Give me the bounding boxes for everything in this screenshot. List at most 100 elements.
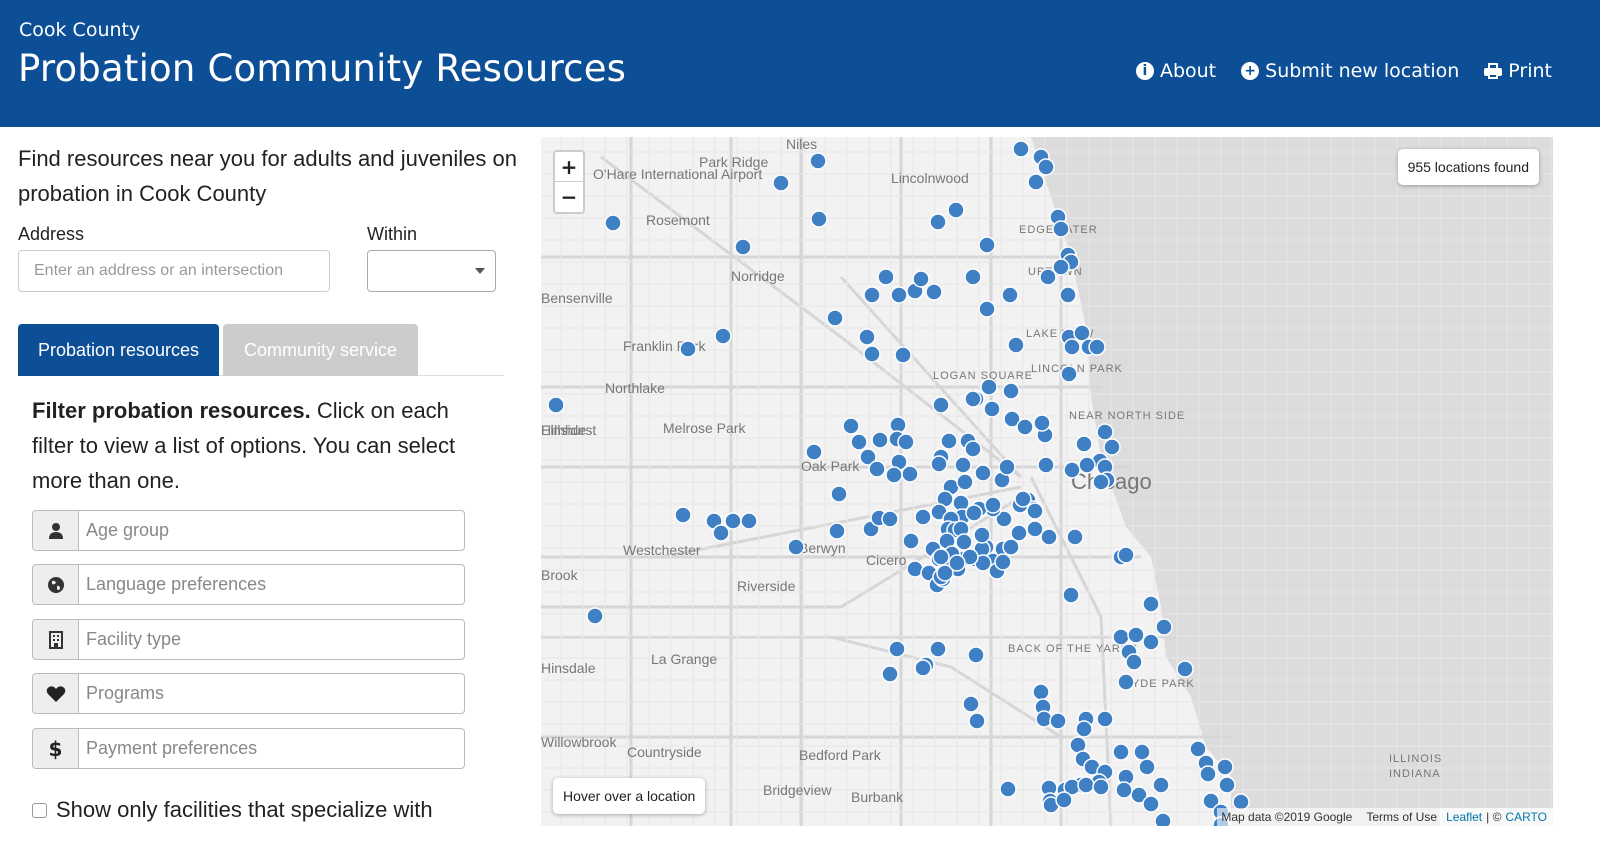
location-marker[interactable] bbox=[724, 512, 742, 530]
location-marker[interactable] bbox=[980, 378, 998, 396]
location-marker[interactable] bbox=[881, 665, 899, 683]
location-marker[interactable] bbox=[940, 432, 958, 450]
location-marker[interactable] bbox=[810, 210, 828, 228]
location-marker[interactable] bbox=[1125, 653, 1143, 671]
location-marker[interactable] bbox=[999, 780, 1017, 798]
location-marker[interactable] bbox=[948, 554, 966, 572]
location-marker[interactable] bbox=[842, 417, 860, 435]
location-marker[interactable] bbox=[1115, 781, 1133, 799]
location-marker[interactable] bbox=[962, 695, 980, 713]
location-marker[interactable] bbox=[1055, 791, 1073, 809]
terms-link[interactable]: Terms of Use bbox=[1366, 810, 1437, 824]
location-marker[interactable] bbox=[978, 300, 996, 318]
location-marker[interactable] bbox=[1063, 338, 1081, 356]
location-marker[interactable] bbox=[1063, 461, 1081, 479]
programs-filter[interactable]: Programs bbox=[32, 673, 465, 714]
location-marker[interactable] bbox=[1027, 173, 1045, 191]
location-marker[interactable] bbox=[1032, 683, 1050, 701]
location-marker[interactable] bbox=[885, 466, 903, 484]
location-marker[interactable] bbox=[974, 464, 992, 482]
location-marker[interactable] bbox=[1059, 286, 1077, 304]
location-marker[interactable] bbox=[1142, 795, 1160, 813]
zoom-out-button[interactable]: − bbox=[560, 185, 578, 209]
location-marker[interactable] bbox=[1001, 286, 1019, 304]
location-marker[interactable] bbox=[1073, 324, 1091, 342]
location-marker[interactable] bbox=[1154, 812, 1172, 826]
location-marker[interactable] bbox=[968, 712, 986, 730]
within-select[interactable] bbox=[367, 250, 496, 292]
location-marker[interactable] bbox=[1075, 435, 1093, 453]
location-marker[interactable] bbox=[1142, 595, 1160, 613]
location-marker[interactable] bbox=[714, 327, 732, 345]
location-marker[interactable] bbox=[902, 532, 920, 550]
location-marker[interactable] bbox=[787, 538, 805, 556]
location-marker[interactable] bbox=[1112, 628, 1130, 646]
location-marker[interactable] bbox=[871, 431, 889, 449]
location-marker[interactable] bbox=[858, 328, 876, 346]
location-marker[interactable] bbox=[850, 433, 868, 451]
location-marker[interactable] bbox=[929, 640, 947, 658]
location-marker[interactable] bbox=[932, 396, 950, 414]
payment-filter[interactable]: $ Payment preferences bbox=[32, 728, 465, 769]
tab-probation-resources[interactable]: Probation resources bbox=[18, 324, 219, 376]
location-marker[interactable] bbox=[912, 270, 930, 288]
location-marker[interactable] bbox=[604, 214, 622, 232]
age-group-filter[interactable]: Age group bbox=[32, 510, 465, 551]
location-marker[interactable] bbox=[826, 309, 844, 327]
location-marker[interactable] bbox=[965, 504, 983, 522]
location-marker[interactable] bbox=[932, 548, 950, 566]
location-marker[interactable] bbox=[1014, 490, 1032, 508]
location-marker[interactable] bbox=[1092, 473, 1110, 491]
location-marker[interactable] bbox=[674, 506, 692, 524]
location-markers[interactable] bbox=[547, 140, 1250, 826]
location-marker[interactable] bbox=[897, 433, 915, 451]
location-marker[interactable] bbox=[868, 460, 886, 478]
location-marker[interactable] bbox=[1117, 673, 1135, 691]
location-marker[interactable] bbox=[914, 508, 932, 526]
location-marker[interactable] bbox=[925, 283, 943, 301]
location-marker[interactable] bbox=[830, 485, 848, 503]
location-marker[interactable] bbox=[1010, 524, 1028, 542]
location-marker[interactable] bbox=[1037, 158, 1055, 176]
location-marker[interactable] bbox=[734, 238, 752, 256]
facility-type-filter[interactable]: Facility type bbox=[32, 619, 465, 660]
location-marker[interactable] bbox=[1138, 758, 1156, 776]
location-marker[interactable] bbox=[1078, 456, 1096, 474]
location-marker[interactable] bbox=[1142, 633, 1160, 651]
location-marker[interactable] bbox=[1033, 414, 1051, 432]
location-marker[interactable] bbox=[1202, 792, 1220, 810]
location-marker[interactable] bbox=[805, 443, 823, 461]
location-marker[interactable] bbox=[1037, 456, 1055, 474]
location-marker[interactable] bbox=[984, 496, 1002, 514]
location-marker[interactable] bbox=[995, 510, 1013, 528]
location-marker[interactable] bbox=[1218, 776, 1236, 794]
location-marker[interactable] bbox=[863, 286, 881, 304]
location-marker[interactable] bbox=[901, 465, 919, 483]
location-marker[interactable] bbox=[983, 400, 1001, 418]
location-marker[interactable] bbox=[1052, 220, 1070, 238]
location-marker[interactable] bbox=[964, 390, 982, 408]
location-marker[interactable] bbox=[1002, 538, 1020, 556]
location-marker[interactable] bbox=[936, 564, 954, 582]
location-marker[interactable] bbox=[894, 346, 912, 364]
location-marker[interactable] bbox=[994, 553, 1012, 571]
carto-link[interactable]: CARTO bbox=[1505, 810, 1547, 824]
location-marker[interactable] bbox=[1103, 438, 1121, 456]
location-marker[interactable] bbox=[1088, 338, 1106, 356]
location-marker[interactable] bbox=[1026, 520, 1044, 538]
location-marker[interactable] bbox=[863, 345, 881, 363]
location-marker[interactable] bbox=[1152, 776, 1170, 794]
location-marker[interactable] bbox=[1176, 660, 1194, 678]
location-marker[interactable] bbox=[679, 340, 697, 358]
location-marker[interactable] bbox=[1049, 712, 1067, 730]
location-marker[interactable] bbox=[740, 512, 758, 530]
location-marker[interactable] bbox=[547, 396, 565, 414]
location-marker[interactable] bbox=[712, 524, 730, 542]
location-marker[interactable] bbox=[859, 448, 877, 466]
location-marker[interactable] bbox=[828, 522, 846, 540]
location-marker[interactable] bbox=[964, 440, 982, 458]
location-marker[interactable] bbox=[964, 268, 982, 286]
location-marker[interactable] bbox=[1052, 258, 1070, 276]
location-marker[interactable] bbox=[1060, 365, 1078, 383]
